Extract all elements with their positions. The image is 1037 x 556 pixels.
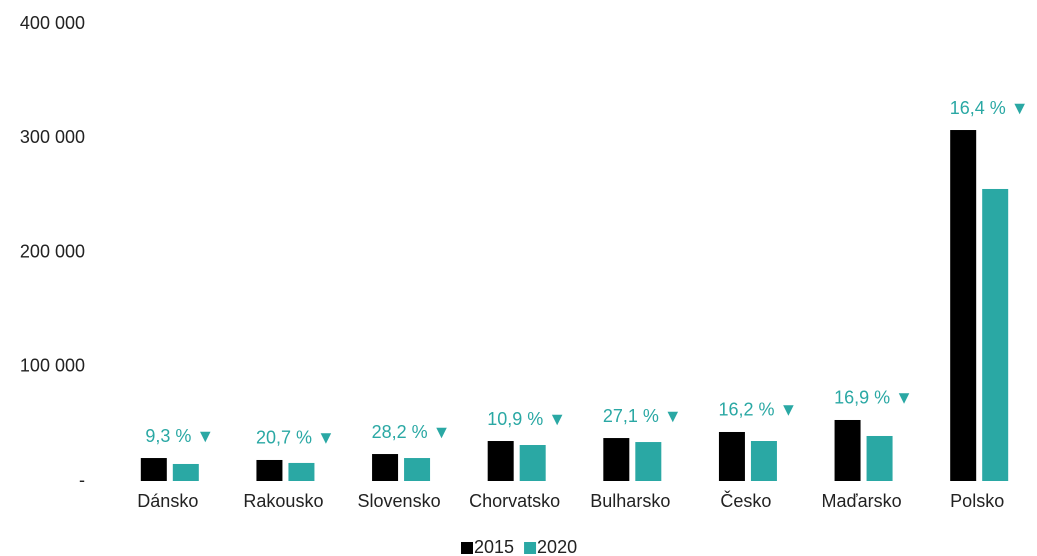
y-tick-label: 300 000	[20, 127, 85, 147]
x-tick-label: Česko	[720, 490, 771, 511]
bar	[950, 130, 977, 482]
bar	[256, 459, 283, 481]
bar	[372, 454, 399, 481]
annotation: 28,2 % ▼	[372, 422, 451, 442]
bar	[404, 458, 431, 481]
annotation: 9,3 % ▼	[145, 426, 214, 446]
annotation: 27,1 % ▼	[603, 406, 682, 426]
y-tick-label: 100 000	[20, 356, 85, 376]
bar	[834, 419, 861, 481]
legend-swatch	[524, 542, 537, 554]
annotation: 16,9 % ▼	[834, 388, 913, 408]
bar	[519, 445, 546, 481]
x-tick-label: Rakousko	[243, 491, 323, 511]
x-tick-label: Slovensko	[358, 491, 441, 511]
x-tick-label: Maďarsko	[822, 491, 902, 511]
bar	[982, 188, 1009, 482]
bar	[635, 442, 662, 481]
x-tick-label: Polsko	[950, 491, 1004, 511]
bar	[487, 441, 514, 481]
bar	[866, 435, 893, 481]
bar	[750, 441, 777, 481]
bar	[288, 462, 315, 481]
legend-label: 2020	[537, 537, 577, 556]
bar	[172, 463, 199, 481]
annotation: 20,7 % ▼	[256, 428, 335, 448]
bar	[603, 438, 630, 481]
annotation: 16,2 % ▼	[719, 400, 798, 420]
y-tick-label: -	[79, 470, 85, 490]
legend-swatch	[461, 542, 473, 554]
annotation: 10,9 % ▼	[487, 409, 566, 429]
x-tick-label: Dánsko	[137, 491, 198, 511]
annotation: 16,4 % ▼	[950, 98, 1029, 118]
bar	[140, 458, 167, 481]
legend-label: 2015	[474, 537, 514, 556]
y-tick-label: 200 000	[20, 241, 85, 261]
bar	[718, 431, 745, 481]
y-tick-label: 400 000	[20, 13, 85, 33]
x-tick-label: Chorvatsko	[469, 491, 560, 511]
x-tick-label: Bulharsko	[590, 491, 670, 511]
